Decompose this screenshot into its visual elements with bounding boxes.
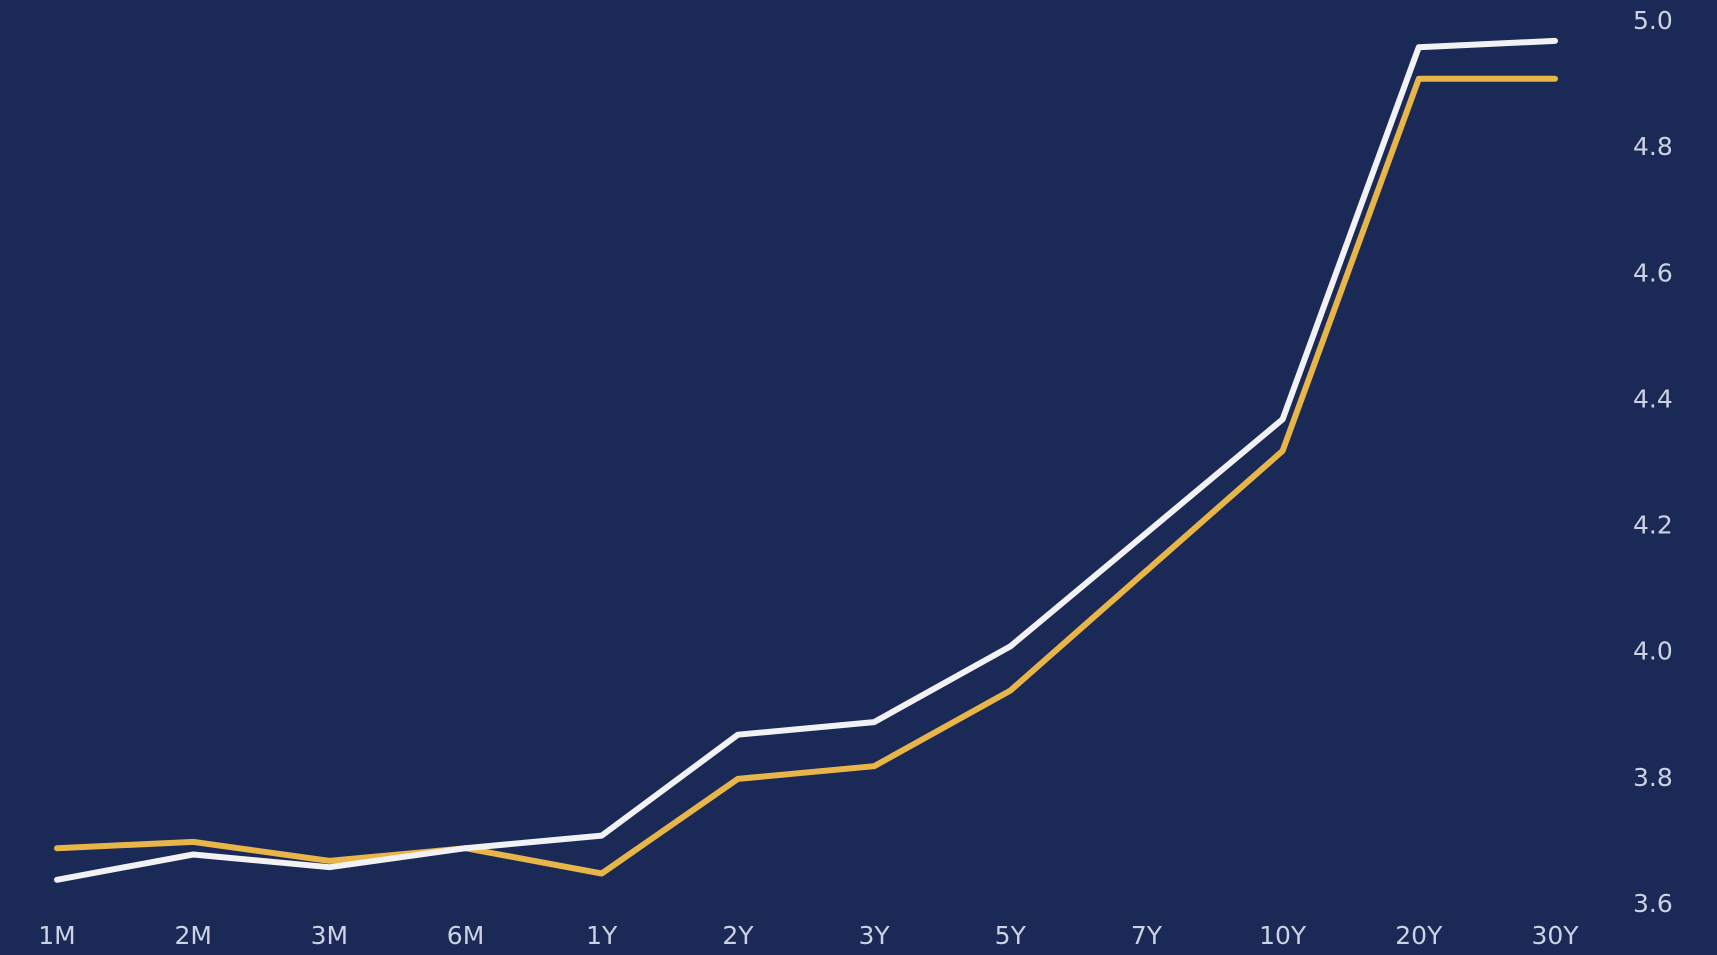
series-line <box>54 37 1558 883</box>
y-tick-label: 3.6 <box>1633 889 1673 918</box>
y-tick-label: 5.0 <box>1633 6 1673 35</box>
x-tick-label: 5Y <box>995 921 1027 950</box>
y-tick-label: 3.8 <box>1633 763 1673 792</box>
x-tick-label: 3M <box>311 921 348 950</box>
y-tick-label: 4.0 <box>1633 637 1673 666</box>
x-tick-label: 1M <box>38 921 75 950</box>
x-tick-label: 2Y <box>722 921 754 950</box>
x-tick-label: 30Y <box>1531 921 1579 950</box>
x-tick-label: 7Y <box>1131 921 1163 950</box>
y-tick-label: 4.2 <box>1633 511 1673 540</box>
y-tick-label: 4.4 <box>1633 384 1673 413</box>
y-tick-label: 4.8 <box>1633 132 1673 161</box>
x-tick-label: 6M <box>447 921 484 950</box>
x-tick-label: 2M <box>174 921 211 950</box>
series-line <box>54 75 1558 877</box>
x-tick-label: 3Y <box>858 921 890 950</box>
x-tick-label: 20Y <box>1395 921 1443 950</box>
y-tick-label: 4.6 <box>1633 258 1673 287</box>
x-tick-label: 10Y <box>1259 921 1307 950</box>
x-tick-label: 1Y <box>586 921 618 950</box>
